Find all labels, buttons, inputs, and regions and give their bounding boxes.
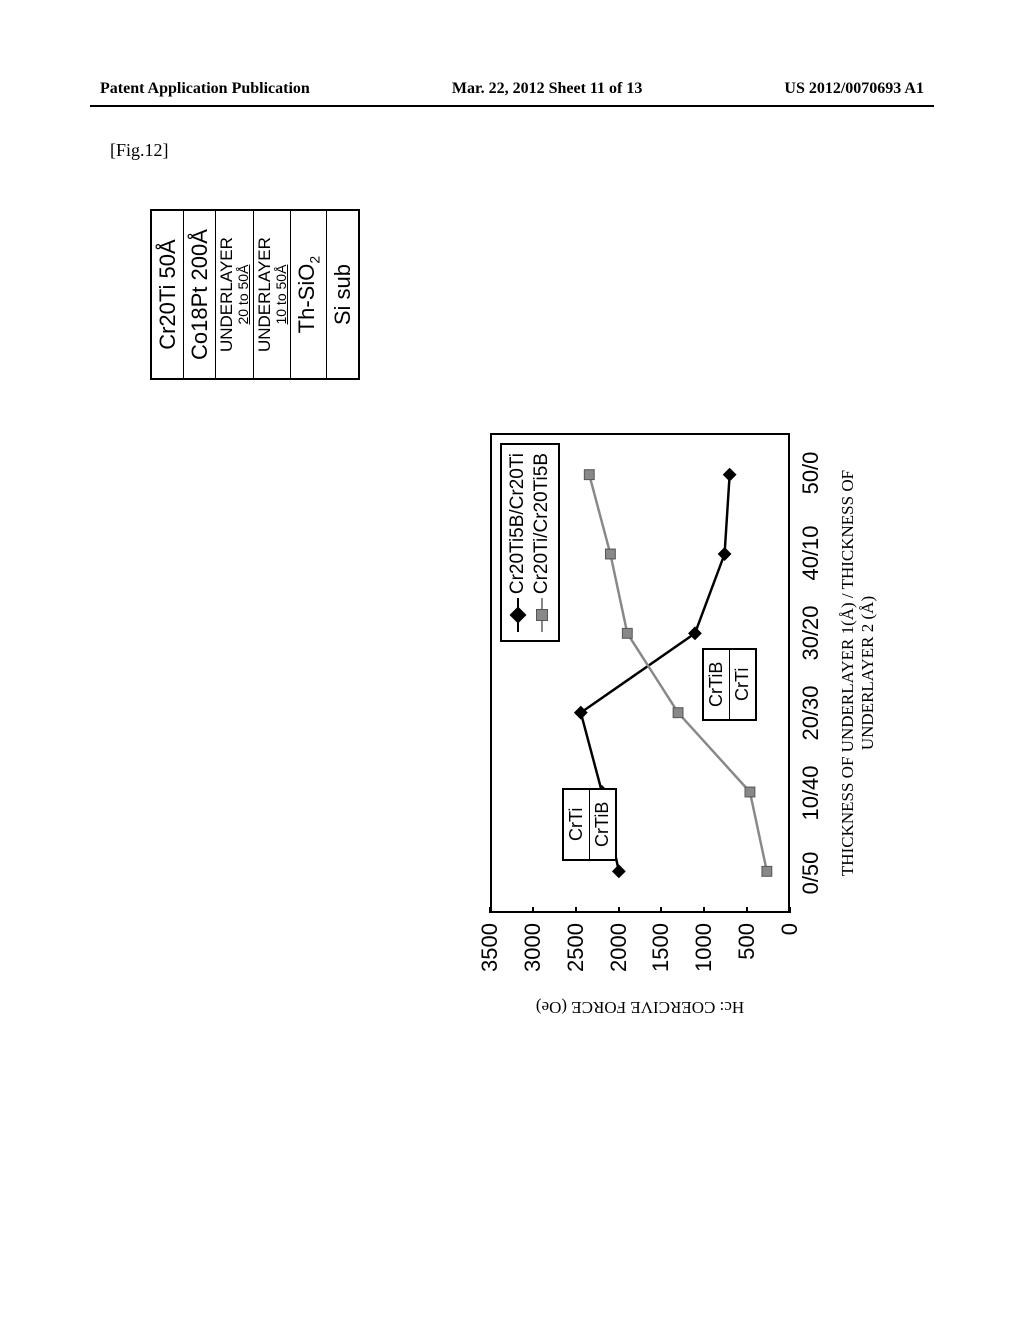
stack-row: Si sub: [327, 211, 358, 378]
y-axis-label: Hc: COERCIVE FORCE (Oe): [536, 997, 744, 1017]
stack-row: Co18Pt 200Å: [184, 211, 216, 378]
legend-label: Cr20Ti/Cr20Ti5B: [531, 453, 553, 594]
stack-row: Th-SiO2: [291, 211, 327, 378]
coercive-force-chart: Hc: COERCIVE FORCE (Oe) Cr20Ti5B/Cr20Ti …: [480, 425, 840, 985]
figure-region: Cr20Ti 50Å Co18Pt 200Å UNDERLAYER20 to 5…: [80, 200, 940, 1260]
stack-row: Cr20Ti 50Å: [152, 211, 184, 378]
x-tick-label: 30/20: [798, 605, 824, 660]
inset-stack-b: CrTiB CrTi: [702, 648, 757, 721]
x-tick-label: 10/40: [798, 765, 824, 820]
y-tick-mark: [489, 907, 491, 913]
y-tick-mark: [789, 907, 791, 913]
y-tick-label: 3000: [520, 923, 546, 985]
y-tick-label: 3500: [477, 923, 503, 985]
y-tick-label: 500: [734, 923, 760, 985]
x-tick-label: 40/10: [798, 525, 824, 580]
stack-row: UNDERLAYER10 to 50Å: [254, 211, 292, 378]
y-tick-label: 0: [777, 923, 803, 985]
inset-row: CrTi: [730, 650, 755, 719]
y-tick-label: 2500: [563, 923, 589, 985]
x-tick-label: 20/30: [798, 685, 824, 740]
y-tick-label: 2000: [606, 923, 632, 985]
y-tick-label: 1000: [691, 923, 717, 985]
x-tick-label: 50/0: [798, 452, 824, 495]
legend-item: Cr20Ti5B/Cr20Ti: [506, 453, 530, 632]
inset-row: CrTiB: [704, 650, 730, 719]
x-axis-label: THICKNESS OF UNDERLAYER 1(Å) / THICKNESS…: [838, 433, 878, 913]
inset-row: CrTi: [564, 790, 590, 859]
legend-item: Cr20Ti/Cr20Ti5B: [530, 453, 554, 632]
plot-area: Cr20Ti5B/Cr20Ti Cr20Ti/Cr20Ti5B CrTi CrT…: [490, 433, 790, 913]
y-tick-label: 1500: [648, 923, 674, 985]
legend-label: Cr20Ti5B/Cr20Ti: [507, 453, 529, 594]
inset-stack-a: CrTi CrTiB: [562, 788, 617, 861]
x-tick-label: 0/50: [798, 852, 824, 895]
inset-row: CrTiB: [590, 790, 615, 859]
stack-row: UNDERLAYER20 to 50Å: [216, 211, 254, 378]
chart-legend: Cr20Ti5B/Cr20Ti Cr20Ti/Cr20Ti5B: [500, 443, 560, 642]
layer-stack-table: Cr20Ti 50Å Co18Pt 200Å UNDERLAYER20 to 5…: [150, 209, 360, 380]
